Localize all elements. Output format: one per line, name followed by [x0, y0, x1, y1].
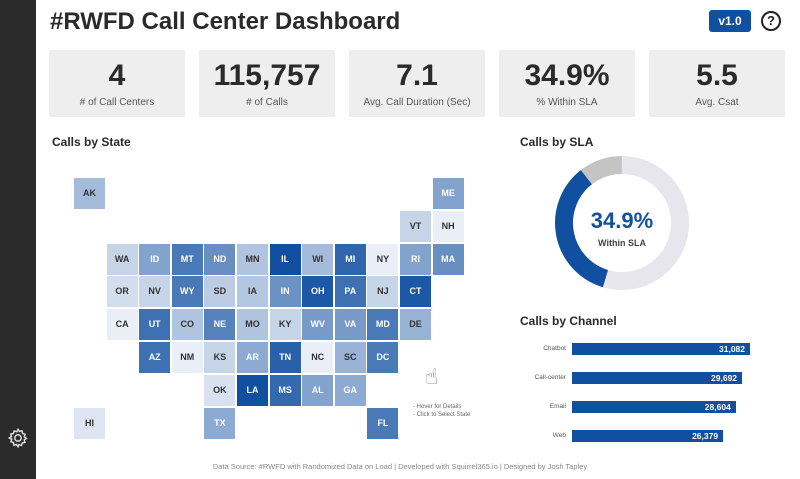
hint-click: - Click to Select State	[413, 412, 471, 418]
state-tile-la[interactable]: LA	[237, 374, 268, 406]
state-tile-nc[interactable]: NC	[302, 342, 334, 373]
kpi-label: Avg. Call Duration (Sec)	[363, 97, 471, 108]
state-tile-tx[interactable]: TX	[204, 407, 236, 439]
state-tile-fl[interactable]: FL	[367, 407, 399, 439]
page-title: #RWFD Call Center Dashboard	[50, 8, 401, 35]
kpi-value: 5.5	[696, 59, 738, 92]
kpi-label: % Within SLA	[536, 97, 598, 108]
help-icon[interactable]: ?	[761, 11, 781, 31]
state-tile-md[interactable]: MD	[367, 309, 399, 341]
pointer-hand-icon: ☝	[425, 364, 439, 389]
kpi-value: 115,757	[213, 59, 321, 92]
sla-title: Calls by SLA	[520, 135, 594, 149]
state-tile-mt[interactable]: MT	[171, 243, 203, 275]
state-tile-ca[interactable]: CA	[106, 309, 138, 341]
state-tile-ne[interactable]: NE	[204, 309, 236, 341]
state-tile-ct[interactable]: CT	[400, 276, 431, 308]
state-tile-ri[interactable]: RI	[400, 243, 431, 275]
state-tile-wy[interactable]: WY	[171, 276, 203, 308]
state-tile-ut[interactable]: UT	[139, 309, 171, 341]
state-tile-wi[interactable]: WI	[302, 243, 334, 275]
sla-label: Within SLA	[598, 238, 646, 248]
hint-hover: - Hover for Details	[413, 404, 462, 410]
kpi-label: Avg. Csat	[695, 97, 739, 108]
kpi-value: 7.1	[396, 59, 438, 92]
footer: Data Source: #RWFD with Randomized Data …	[212, 462, 588, 471]
channel-label: Web	[552, 432, 566, 439]
map-title: Calls by State	[52, 135, 131, 149]
state-tile-nd[interactable]: ND	[204, 243, 236, 275]
state-tile-al[interactable]: AL	[302, 374, 334, 406]
state-tile-co[interactable]: CO	[171, 309, 203, 341]
channel-label: Chatbot	[543, 345, 566, 352]
state-tile-ky[interactable]: KY	[269, 309, 301, 341]
kpi-label: # of Calls	[246, 97, 288, 108]
kpi-label: # of Call Centers	[79, 97, 155, 108]
state-tile-nh[interactable]: NH	[432, 210, 464, 242]
state-tile-me[interactable]: ME	[432, 178, 464, 209]
kpi-calls: 115,757 # of Calls	[199, 50, 335, 117]
state-tile-sd[interactable]: SD	[204, 276, 236, 308]
state-tile-va[interactable]: VA	[334, 309, 366, 341]
version-badge[interactable]: v1.0	[709, 10, 751, 32]
state-tile-nj[interactable]: NJ	[367, 276, 399, 308]
state-tile-ma[interactable]: MA	[432, 243, 464, 275]
state-tile-id[interactable]: ID	[139, 243, 171, 275]
kpi-within-sla: 34.9% % Within SLA	[499, 50, 635, 117]
channel-bar-call-center[interactable]: 29,692	[572, 372, 743, 384]
state-tile-ia[interactable]: IA	[237, 276, 268, 308]
state-tile-oh[interactable]: OH	[302, 276, 334, 308]
sla-segment-other[interactable]	[580, 156, 623, 185]
map-hint: - Hover for Details - Click to Select Sta…	[413, 403, 470, 419]
state-tile-ms[interactable]: MS	[269, 374, 301, 406]
channel-bar-email[interactable]: 28,604	[572, 401, 736, 413]
state-tile-nv[interactable]: NV	[139, 276, 171, 308]
state-tile-in[interactable]: IN	[269, 276, 301, 308]
sidebar	[0, 0, 36, 479]
kpi-avg-csat: 5.5 Avg. Csat	[649, 50, 785, 117]
state-tile-mo[interactable]: MO	[237, 309, 268, 341]
state-tile-ar[interactable]: AR	[237, 342, 268, 373]
kpi-value: 4	[108, 59, 126, 92]
sla-percent: 34.9%	[590, 208, 654, 233]
channel-title: Calls by Channel	[520, 314, 617, 328]
state-tile-ga[interactable]: GA	[334, 374, 366, 406]
state-tile-az[interactable]: AZ	[139, 342, 171, 373]
state-tile-il[interactable]: IL	[269, 243, 301, 275]
state-tile-ak[interactable]: AK	[74, 178, 105, 209]
state-tile-de[interactable]: DE	[400, 309, 431, 341]
state-tile-tn[interactable]: TN	[269, 342, 301, 373]
channel-bar-chatbot[interactable]: 31,082	[572, 343, 750, 355]
kpi-avg-duration: 7.1 Avg. Call Duration (Sec)	[349, 50, 485, 117]
state-tile-ks[interactable]: KS	[204, 342, 236, 373]
sla-segment-rest[interactable]	[602, 156, 689, 290]
state-tile-sc[interactable]: SC	[334, 342, 366, 373]
state-tile-ok[interactable]: OK	[204, 374, 236, 406]
channel-bar-web[interactable]: 26,379	[572, 430, 724, 442]
kpi-call-centers: 4 # of Call Centers	[49, 50, 185, 117]
state-tile-wv[interactable]: WV	[302, 309, 334, 341]
state-tile-dc[interactable]: DC	[367, 342, 399, 373]
state-tile-wa[interactable]: WA	[106, 243, 138, 275]
sla-donut[interactable]	[552, 153, 692, 293]
state-tile-mn[interactable]: MN	[237, 243, 268, 275]
state-tile-or[interactable]: OR	[106, 276, 138, 308]
state-tile-mi[interactable]: MI	[334, 243, 366, 275]
state-tile-vt[interactable]: VT	[400, 210, 431, 242]
state-tile-hi[interactable]: HI	[74, 407, 105, 439]
kpi-value: 34.9%	[524, 59, 610, 92]
gear-icon[interactable]	[7, 427, 29, 449]
sla-segment-within[interactable]	[555, 170, 609, 288]
state-tile-ny[interactable]: NY	[367, 243, 399, 275]
channel-label: Call-center	[534, 374, 566, 381]
state-tile-pa[interactable]: PA	[334, 276, 366, 308]
channel-label: Email	[549, 403, 566, 410]
state-tile-nm[interactable]: NM	[171, 342, 203, 373]
